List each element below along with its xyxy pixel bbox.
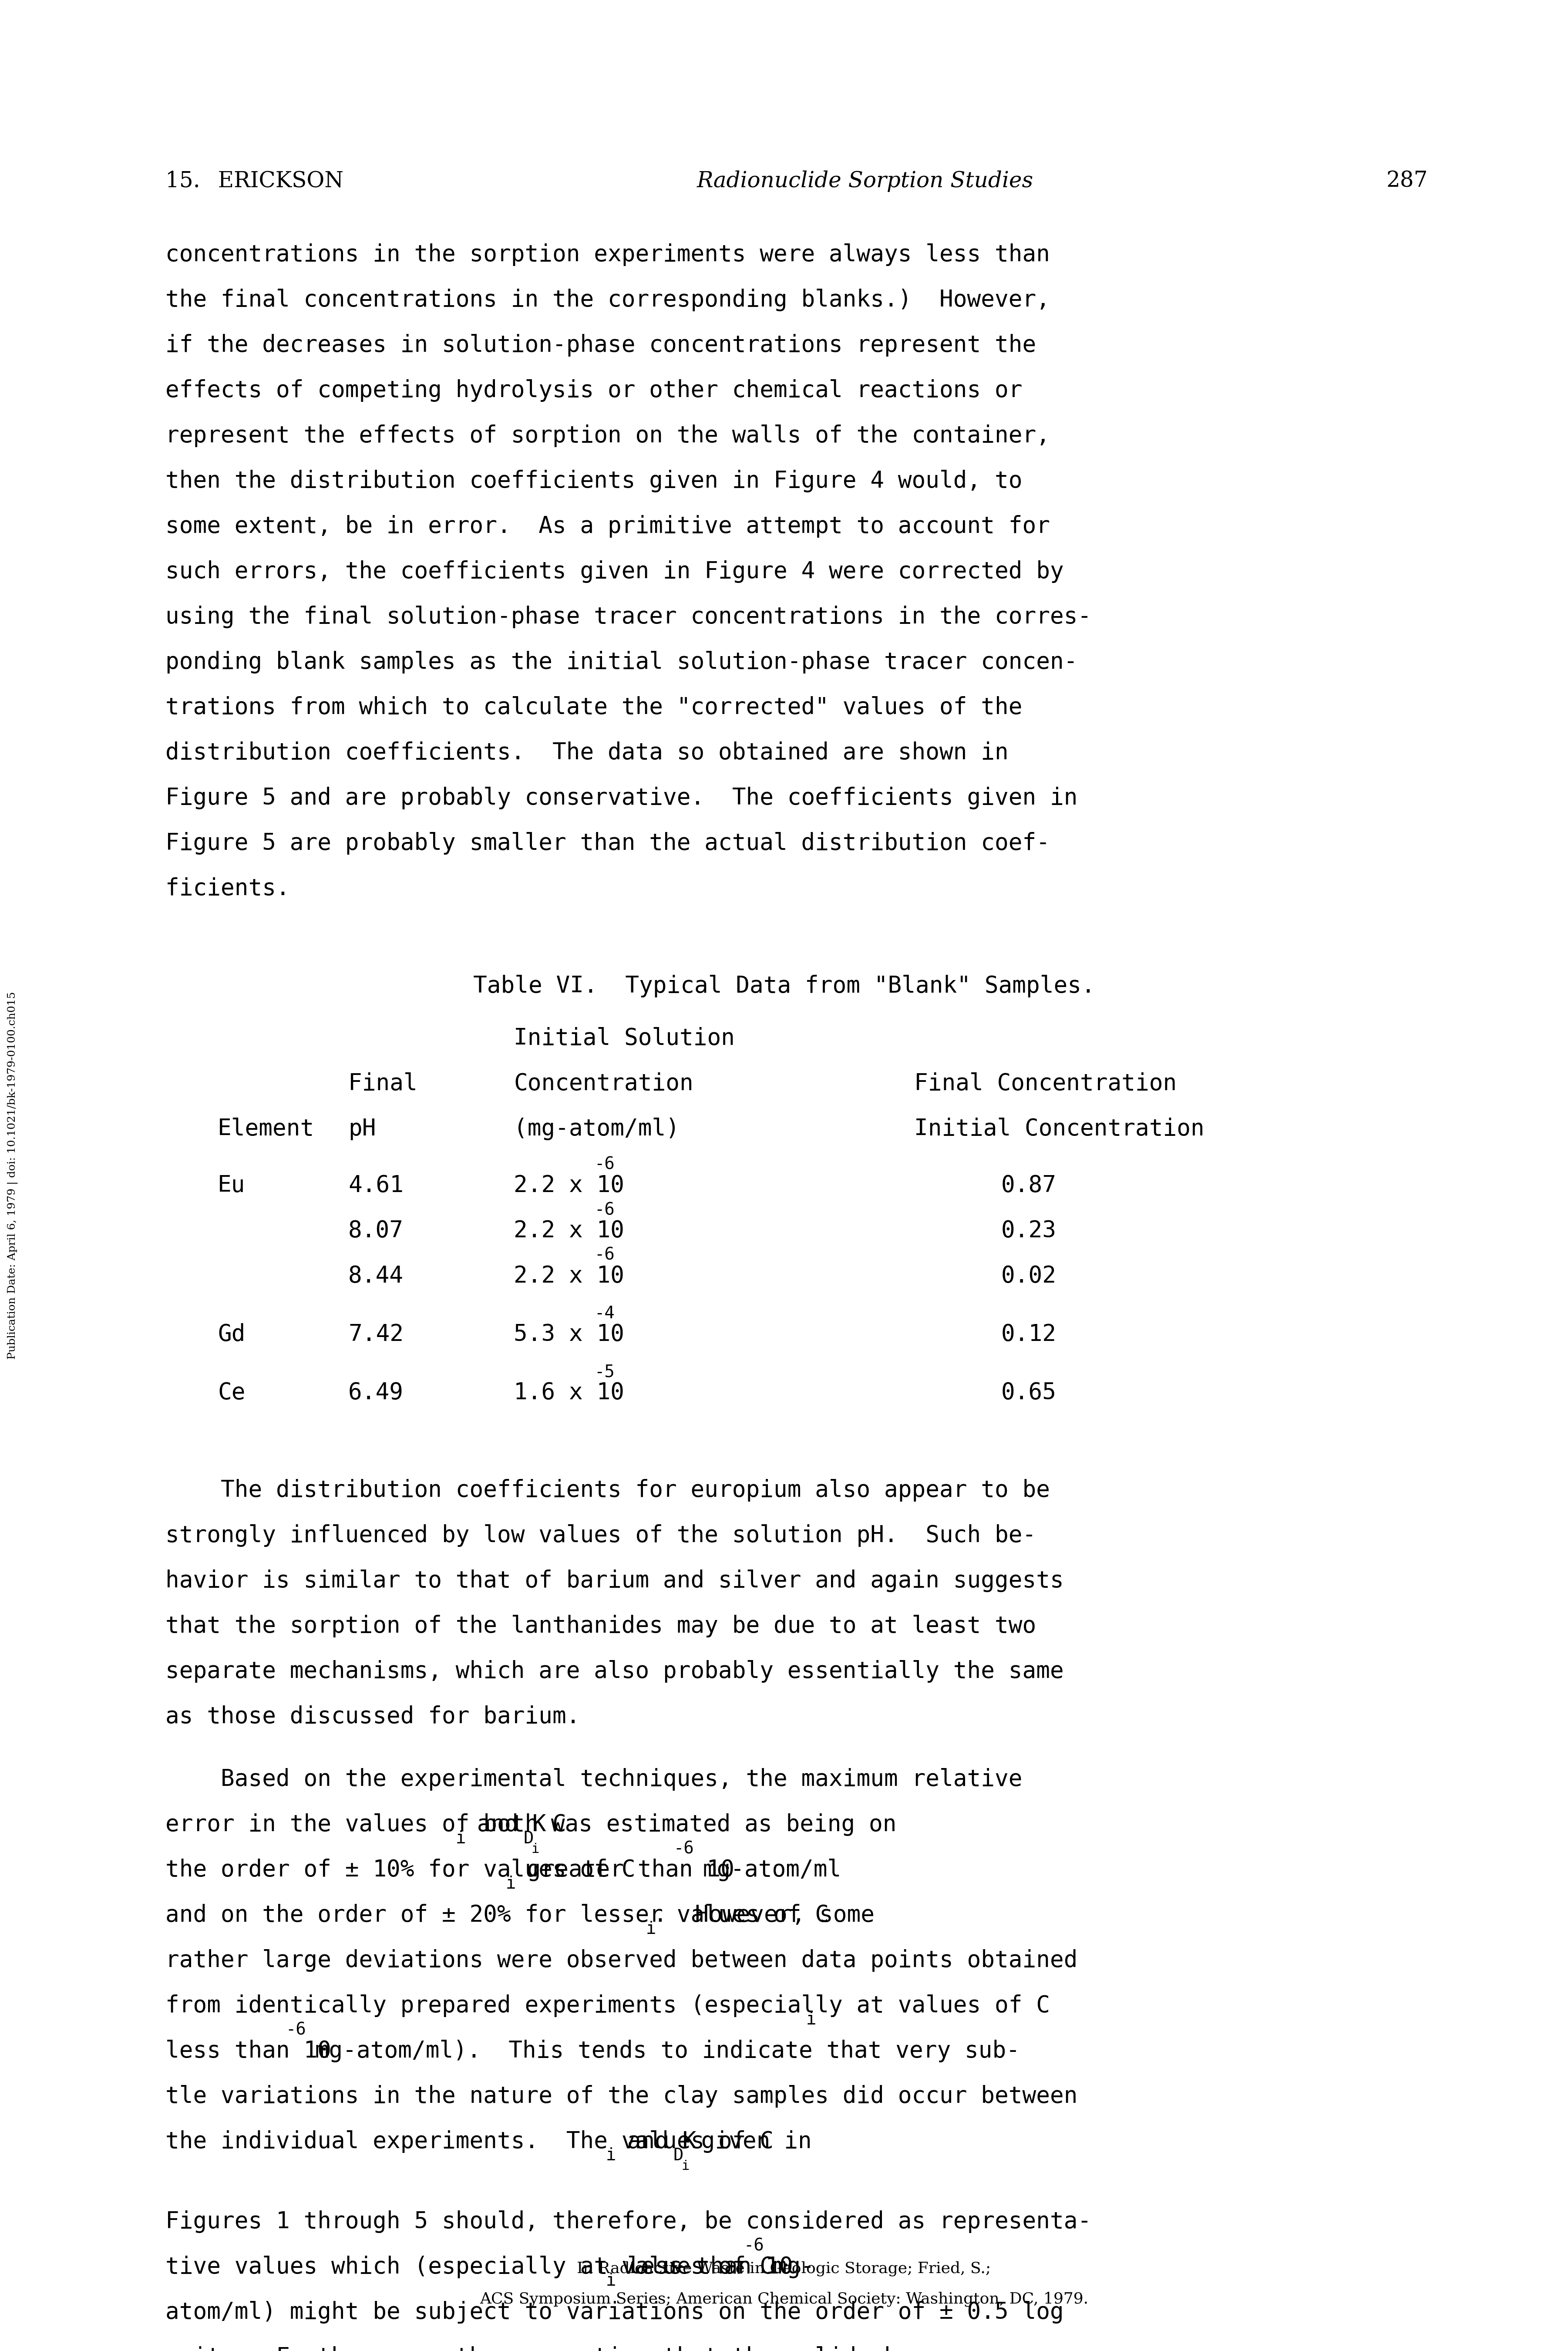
Text: 287: 287 — [1386, 172, 1428, 193]
Text: Figure 5 and are probably conservative.  The coefficients given in: Figure 5 and are probably conservative. … — [165, 788, 1077, 809]
Text: 8.44: 8.44 — [348, 1265, 403, 1288]
Text: Figure 5 are probably smaller than the actual distribution coef-: Figure 5 are probably smaller than the a… — [165, 832, 1051, 856]
Text: 0.87: 0.87 — [1002, 1173, 1057, 1197]
Text: as those discussed for barium.: as those discussed for barium. — [165, 1704, 580, 1728]
Text: -6: -6 — [594, 1246, 615, 1262]
Text: less than 10: less than 10 — [165, 2041, 331, 2062]
Text: i: i — [605, 2273, 616, 2290]
Text: -6: -6 — [285, 2022, 306, 2038]
Text: (mg-atom/ml): (mg-atom/ml) — [514, 1117, 679, 1140]
Text: and K: and K — [613, 2130, 696, 2154]
Text: mg-: mg- — [759, 2255, 814, 2278]
Text: ponding blank samples as the initial solution-phase tracer concen-: ponding blank samples as the initial sol… — [165, 651, 1077, 672]
Text: Table VI.  Typical Data from "Blank" Samples.: Table VI. Typical Data from "Blank" Samp… — [474, 976, 1094, 997]
Text: 2.2 x 10: 2.2 x 10 — [514, 1173, 624, 1197]
Text: 0.23: 0.23 — [1002, 1220, 1057, 1241]
Text: ficients.: ficients. — [165, 877, 290, 900]
Text: Element: Element — [218, 1117, 315, 1140]
Text: Radionuclide Sorption Studies: Radionuclide Sorption Studies — [696, 172, 1033, 193]
Text: 7.42: 7.42 — [348, 1324, 403, 1345]
Text: represent the effects of sorption on the walls of the container,: represent the effects of sorption on the… — [165, 426, 1051, 447]
Text: The distribution coefficients for europium also appear to be: The distribution coefficients for europi… — [165, 1479, 1051, 1502]
Text: Concentration: Concentration — [514, 1072, 693, 1096]
Text: 8.07: 8.07 — [348, 1220, 403, 1241]
Text: ACS Symposium Series; American Chemical Society: Washington, DC, 1979.: ACS Symposium Series; American Chemical … — [480, 2292, 1088, 2306]
Text: -6: -6 — [743, 2238, 764, 2255]
Text: Publication Date: April 6, 1979 | doi: 10.1021/bk-1979-0100.ch015: Publication Date: April 6, 1979 | doi: 1… — [8, 992, 17, 1359]
Text: effects of competing hydrolysis or other chemical reactions or: effects of competing hydrolysis or other… — [165, 379, 1022, 402]
Text: atom/ml) might be subject to variations on the order of ± 0.5 log: atom/ml) might be subject to variations … — [165, 2302, 1063, 2323]
Text: Eu: Eu — [218, 1173, 245, 1197]
Text: less than 10: less than 10 — [613, 2255, 793, 2278]
Text: .  However, some: . However, some — [654, 1904, 875, 1925]
Text: Final Concentration: Final Concentration — [914, 1072, 1176, 1096]
Text: and K: and K — [463, 1813, 546, 1836]
Text: Figures 1 through 5 should, therefore, be considered as representa-: Figures 1 through 5 should, therefore, b… — [165, 2210, 1091, 2233]
Text: 2.2 x 10: 2.2 x 10 — [514, 1265, 624, 1288]
Text: havior is similar to that of barium and silver and again suggests: havior is similar to that of barium and … — [165, 1570, 1063, 1592]
Text: i: i — [681, 2161, 690, 2172]
Text: was estimated as being on: was estimated as being on — [538, 1813, 897, 1836]
Text: -5: -5 — [594, 1364, 615, 1380]
Text: 0.02: 0.02 — [1002, 1265, 1057, 1288]
Text: that the sorption of the lanthanides may be due to at least two: that the sorption of the lanthanides may… — [165, 1615, 1036, 1636]
Text: mg-atom/ml).  This tends to indicate that very sub-: mg-atom/ml). This tends to indicate that… — [301, 2041, 1021, 2062]
Text: -6: -6 — [673, 1841, 693, 1857]
Text: and on the order of ± 20% for lesser values of C: and on the order of ± 20% for lesser val… — [165, 1904, 829, 1925]
Text: some extent, be in error.  As a primitive attempt to account for: some extent, be in error. As a primitive… — [165, 515, 1051, 538]
Text: the final concentrations in the corresponding blanks.)  However,: the final concentrations in the correspo… — [165, 289, 1051, 310]
Text: i: i — [506, 1876, 516, 1893]
Text: Gd: Gd — [218, 1324, 245, 1345]
Text: from identically prepared experiments (especially at values of C: from identically prepared experiments (e… — [165, 1994, 1051, 2017]
Text: then the distribution coefficients given in Figure 4 would, to: then the distribution coefficients given… — [165, 470, 1022, 491]
Text: separate mechanisms, which are also probably essentially the same: separate mechanisms, which are also prob… — [165, 1660, 1063, 1683]
Text: tle variations in the nature of the clay samples did occur between: tle variations in the nature of the clay… — [165, 2085, 1077, 2106]
Text: 5.3 x 10: 5.3 x 10 — [514, 1324, 624, 1345]
Text: trations from which to calculate the "corrected" values of the: trations from which to calculate the "co… — [165, 696, 1022, 719]
Text: 4.61: 4.61 — [348, 1173, 403, 1197]
Text: strongly influenced by low values of the solution pH.  Such be-: strongly influenced by low values of the… — [165, 1523, 1036, 1547]
Text: greater than 10: greater than 10 — [513, 1860, 734, 1881]
Text: i: i — [646, 1921, 655, 1937]
Text: D: D — [524, 1831, 533, 1848]
Text: D: D — [673, 2146, 684, 2163]
Text: tive values which (especially at values of C: tive values which (especially at values … — [165, 2255, 773, 2278]
Text: Initial Concentration: Initial Concentration — [914, 1117, 1204, 1140]
Text: i: i — [532, 1843, 539, 1855]
Text: the individual experiments.  The values of C: the individual experiments. The values o… — [165, 2130, 773, 2154]
Text: Final: Final — [348, 1072, 417, 1096]
Text: 0.12: 0.12 — [1002, 1324, 1057, 1345]
Text: pH: pH — [348, 1117, 376, 1140]
Text: given in: given in — [687, 2130, 812, 2154]
Text: -6: -6 — [594, 1157, 615, 1173]
Text: units.  Furthermore, the assumption that the solid-phase concen-: units. Furthermore, the assumption that … — [165, 2346, 1051, 2351]
Text: 0.65: 0.65 — [1002, 1382, 1057, 1404]
Text: 15.  ERICKSON: 15. ERICKSON — [165, 172, 343, 193]
Text: rather large deviations were observed between data points obtained: rather large deviations were observed be… — [165, 1949, 1077, 1972]
Text: the order of ± 10% for values of C: the order of ± 10% for values of C — [165, 1860, 635, 1881]
Text: -4: -4 — [594, 1305, 615, 1321]
Text: -6: -6 — [594, 1201, 615, 1218]
Text: distribution coefficients.  The data so obtained are shown in: distribution coefficients. The data so o… — [165, 741, 1008, 764]
Text: i: i — [806, 2012, 815, 2029]
Text: such errors, the coefficients given in Figure 4 were corrected by: such errors, the coefficients given in F… — [165, 560, 1063, 583]
Text: concentrations in the sorption experiments were always less than: concentrations in the sorption experimen… — [165, 245, 1051, 266]
Text: Based on the experimental techniques, the maximum relative: Based on the experimental techniques, th… — [165, 1768, 1022, 1791]
Text: if the decreases in solution-phase concentrations represent the: if the decreases in solution-phase conce… — [165, 334, 1036, 357]
Text: 6.49: 6.49 — [348, 1382, 403, 1404]
Text: Ce: Ce — [218, 1382, 245, 1404]
Text: In Radioactive Waste in Geologic Storage; Fried, S.;: In Radioactive Waste in Geologic Storage… — [577, 2262, 991, 2276]
Text: i: i — [605, 2146, 616, 2163]
Text: using the final solution-phase tracer concentrations in the corres-: using the final solution-phase tracer co… — [165, 607, 1091, 628]
Text: mg-atom/ml: mg-atom/ml — [690, 1860, 842, 1881]
Text: 2.2 x 10: 2.2 x 10 — [514, 1220, 624, 1241]
Text: i: i — [456, 1831, 466, 1848]
Text: error in the values of both C: error in the values of both C — [165, 1813, 566, 1836]
Text: 1.6 x 10: 1.6 x 10 — [514, 1382, 624, 1404]
Text: Initial Solution: Initial Solution — [514, 1027, 735, 1049]
